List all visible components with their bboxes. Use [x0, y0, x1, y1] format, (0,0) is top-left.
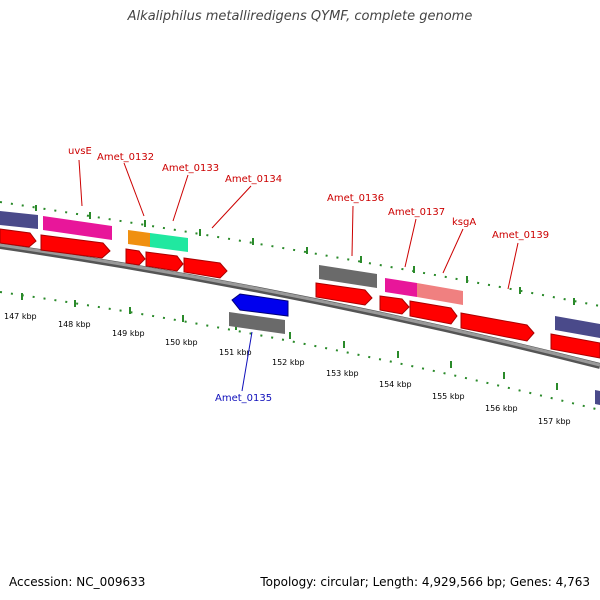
kbp-label: 157 kbp	[538, 417, 571, 426]
gene-arrow-forward	[315, 282, 373, 306]
gene-arrow-forward	[550, 333, 600, 359]
category-bar-salmon	[417, 283, 463, 305]
kbp-label: 151 kbp	[219, 348, 252, 357]
gene-arrow-reverse	[231, 293, 289, 317]
category-bar-slate	[555, 316, 600, 338]
forward-genes	[0, 228, 600, 359]
category-bar-gray	[319, 265, 377, 288]
genome-backbone	[0, 243, 600, 369]
kbp-label: 147 kbp	[4, 312, 37, 321]
label-leaders	[78, 159, 519, 392]
gene-labels: uvsE Amet_0132 Amet_0133 Amet_0134 Amet_…	[68, 146, 549, 404]
kbp-label: 149 kbp	[112, 329, 145, 338]
category-bars	[0, 211, 600, 405]
accession-text: Accession: NC_009633	[9, 575, 146, 589]
gene-arrow-forward	[379, 295, 410, 315]
gene-arrow-forward	[40, 234, 111, 259]
category-bar-spring	[150, 233, 188, 252]
gene-label-amet-0132: Amet_0132	[97, 152, 154, 163]
genome-title: Alkaliphilus metalliredigens QYMF, compl…	[127, 9, 473, 24]
kbp-label: 155 kbp	[432, 392, 465, 401]
category-bar-magenta	[43, 216, 112, 240]
gene-label-amet-0135: Amet_0135	[215, 393, 272, 404]
category-bar-orange	[128, 230, 150, 247]
kbp-label: 153 kbp	[326, 369, 359, 378]
upper-major-ticks	[35, 205, 575, 305]
kbp-label: 152 kbp	[272, 358, 305, 367]
lower-tick-ring	[0, 291, 600, 411]
gene-label-amet-0136: Amet_0136	[327, 193, 384, 204]
gene-arrow-forward	[145, 251, 184, 272]
kbp-labels: 147 kbp 148 kbp 149 kbp 150 kbp 151 kbp …	[4, 312, 571, 426]
gene-label-uvsE: uvsE	[68, 146, 92, 157]
gene-arrow-forward	[183, 257, 228, 279]
gene-label-amet-0133: Amet_0133	[162, 163, 219, 174]
kbp-label: 154 kbp	[379, 380, 412, 389]
category-bar-magenta	[385, 278, 417, 297]
category-bar-gray	[229, 312, 285, 334]
kbp-label: 156 kbp	[485, 404, 518, 413]
gene-arrow-forward	[125, 248, 146, 266]
genome-summary-text: Topology: circular; Length: 4,929,566 bp…	[260, 575, 590, 589]
gene-arrow-forward	[460, 312, 535, 342]
gene-label-amet-0134: Amet_0134	[225, 174, 282, 185]
lower-major-ticks	[21, 293, 558, 390]
gene-label-amet-0139: Amet_0139	[492, 230, 549, 241]
gene-label-amet-0137: Amet_0137	[388, 207, 445, 218]
kbp-label: 148 kbp	[58, 320, 91, 329]
gene-arrow-forward	[0, 228, 37, 248]
gene-label-ksgA: ksgA	[452, 217, 476, 228]
category-bar-slate	[0, 211, 38, 229]
gene-arrow-forward	[409, 300, 458, 325]
kbp-label: 150 kbp	[165, 338, 198, 347]
category-bar-slate-lower	[595, 390, 600, 405]
reverse-genes	[229, 293, 289, 334]
